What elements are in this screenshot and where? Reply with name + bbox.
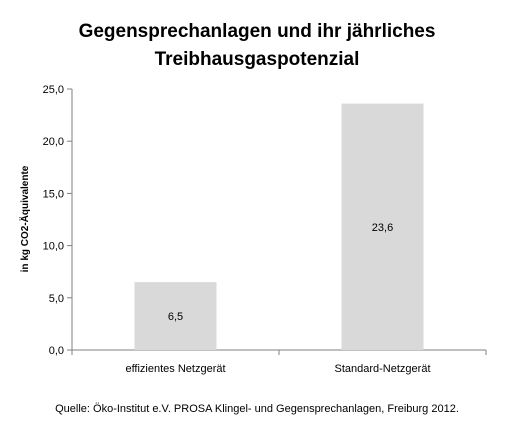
y-tick-label: 5,0 (49, 293, 64, 305)
y-axis-label: in kg CO2-Äquivalente (18, 165, 31, 272)
plot-area: 0,0 5,0 10,0 15,0 20,0 25,0 6,5 effizientes Net… (43, 84, 487, 375)
x-tick-label: effizientes Netzgerät (125, 363, 225, 375)
y-tick-label: 0,0 (49, 345, 64, 357)
data-label: 23,6 (372, 222, 393, 234)
source-note: Quelle: Öko-Institut e.V. PROSA Klingel-… (55, 403, 459, 415)
data-label: 6,5 (168, 311, 183, 323)
y-tick-label: 10,0 (43, 241, 64, 253)
chart-title-line-1: Gegensprechanlagen und ihr jährliches (78, 21, 436, 42)
y-tick-label: 15,0 (43, 188, 64, 200)
bar (341, 103, 424, 350)
x-tick-label: Standard-Netzgerät (335, 363, 431, 375)
y-tick-label: 25,0 (43, 84, 64, 96)
chart-title-line-2: Treibhausgaspotenzial (154, 49, 360, 70)
bar (134, 282, 217, 350)
y-tick-label: 20,0 (43, 136, 64, 148)
chart-title: Gegensprechanlagen und ihr jährliches Tr… (0, 18, 514, 74)
